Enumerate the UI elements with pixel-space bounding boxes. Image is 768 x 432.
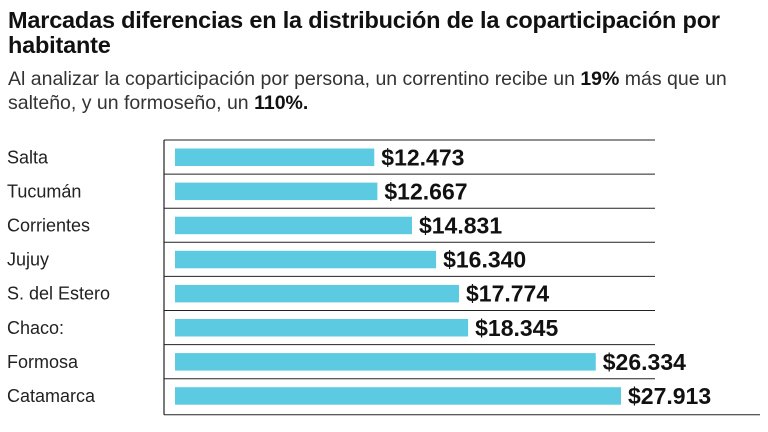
bar [175, 319, 469, 337]
bar [175, 148, 375, 166]
value-label: $12.473 [381, 144, 464, 170]
subtitle-highlight-1: 19% [580, 68, 620, 90]
value-label: $17.774 [466, 281, 549, 307]
bar [175, 387, 621, 405]
chart-subtitle: Al analizar la coparticipación por perso… [8, 67, 753, 115]
subtitle-text-2: más que un salteño, y un formoseño, un [8, 68, 727, 114]
value-label: $26.334 [603, 349, 686, 375]
value-label: $16.340 [443, 247, 526, 273]
subtitle-highlight-2: 110%. [254, 92, 309, 114]
bar [175, 216, 412, 235]
bar [175, 250, 437, 269]
value-label: $27.913 [628, 383, 711, 409]
bar [175, 182, 378, 201]
category-label: Catamarca [7, 386, 96, 406]
category-label: Jujuy [7, 250, 49, 270]
category-label: S. del Estero [7, 284, 110, 304]
bar [175, 353, 596, 371]
value-label: $14.831 [419, 212, 502, 238]
subtitle-text-1: Al analizar la coparticipación por perso… [8, 68, 581, 90]
value-label: $12.667 [384, 178, 467, 204]
bar [175, 284, 459, 303]
value-label: $18.345 [475, 315, 558, 341]
category-label: Salta [7, 147, 49, 167]
category-label: Corrientes [7, 215, 90, 235]
category-label: Formosa [7, 352, 79, 372]
category-label: Tucumán [7, 181, 81, 201]
category-label: Chaco: [7, 318, 64, 338]
chart-title: Marcadas diferencias en la distribución … [8, 7, 720, 58]
